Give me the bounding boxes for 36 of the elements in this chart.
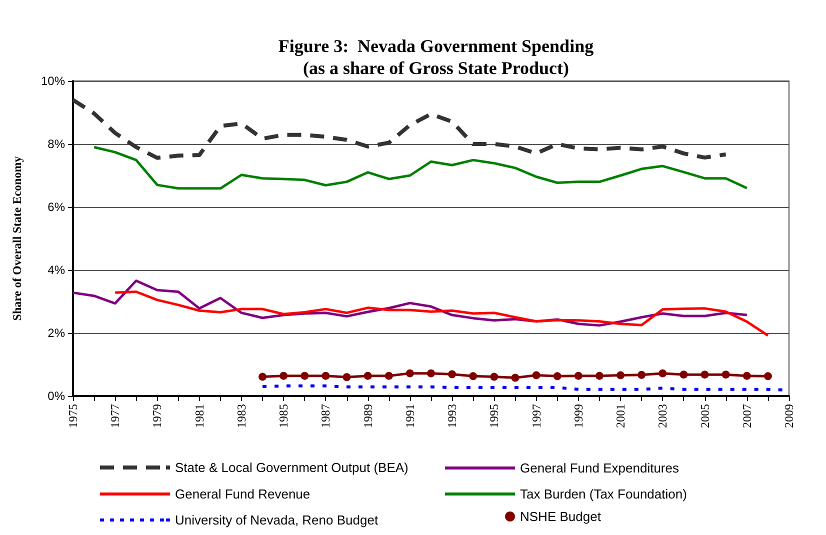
- x-tick-label: 2007: [740, 404, 754, 428]
- x-tick-label: 1985: [276, 404, 291, 428]
- x-tick-label: 2003: [656, 404, 670, 428]
- legend-label: General Fund Expenditures: [520, 460, 680, 476]
- legend-label: Tax Burden (Tax Foundation): [520, 486, 687, 502]
- legend-label: General Fund Revenue: [175, 486, 310, 502]
- x-tick-label: 1997: [529, 404, 544, 428]
- x-tick-label: 2001: [614, 404, 628, 428]
- chart-subtitle: (as a share of Gross State Product): [303, 58, 569, 78]
- line-series: [71, 98, 728, 160]
- line-series: [114, 290, 770, 337]
- x-tick-label: 1999: [571, 404, 586, 428]
- y-tick-label: 10%: [40, 74, 66, 88]
- x-tick-label: 1975: [66, 404, 80, 428]
- x-tick-label: 1981: [192, 404, 206, 428]
- legend-label: State & Local Government Output (BEA): [175, 460, 408, 475]
- x-tick-label: 1977: [108, 404, 122, 428]
- x-tick-label: 1993: [445, 404, 460, 428]
- x-tick-label: 1995: [487, 404, 502, 428]
- x-tick-label: 1989: [360, 404, 375, 428]
- x-tick-label: 1983: [234, 404, 248, 428]
- legend-label: NSHE Budget: [520, 509, 602, 524]
- chart-title: Figure 3: Nevada Government Spending: [278, 36, 594, 56]
- x-tick-label: 2009: [782, 404, 796, 428]
- y-tick-label: 8%: [48, 137, 66, 151]
- x-tick-label: 1987: [318, 404, 333, 428]
- line-series: [92, 146, 748, 190]
- x-tick-label: 1991: [402, 404, 417, 428]
- x-tick-label: 2005: [698, 404, 712, 428]
- y-tick-label: 6%: [48, 200, 66, 214]
- y-tick-label: 0%: [48, 389, 66, 403]
- y-axis-title: Share of Overall State Economy: [10, 156, 24, 321]
- legend-label: University of Nevada, Reno Budget: [175, 512, 378, 528]
- y-tick-label: 2%: [48, 326, 66, 340]
- y-tick-label: 4%: [48, 263, 66, 277]
- x-tick-label: 1979: [150, 404, 164, 428]
